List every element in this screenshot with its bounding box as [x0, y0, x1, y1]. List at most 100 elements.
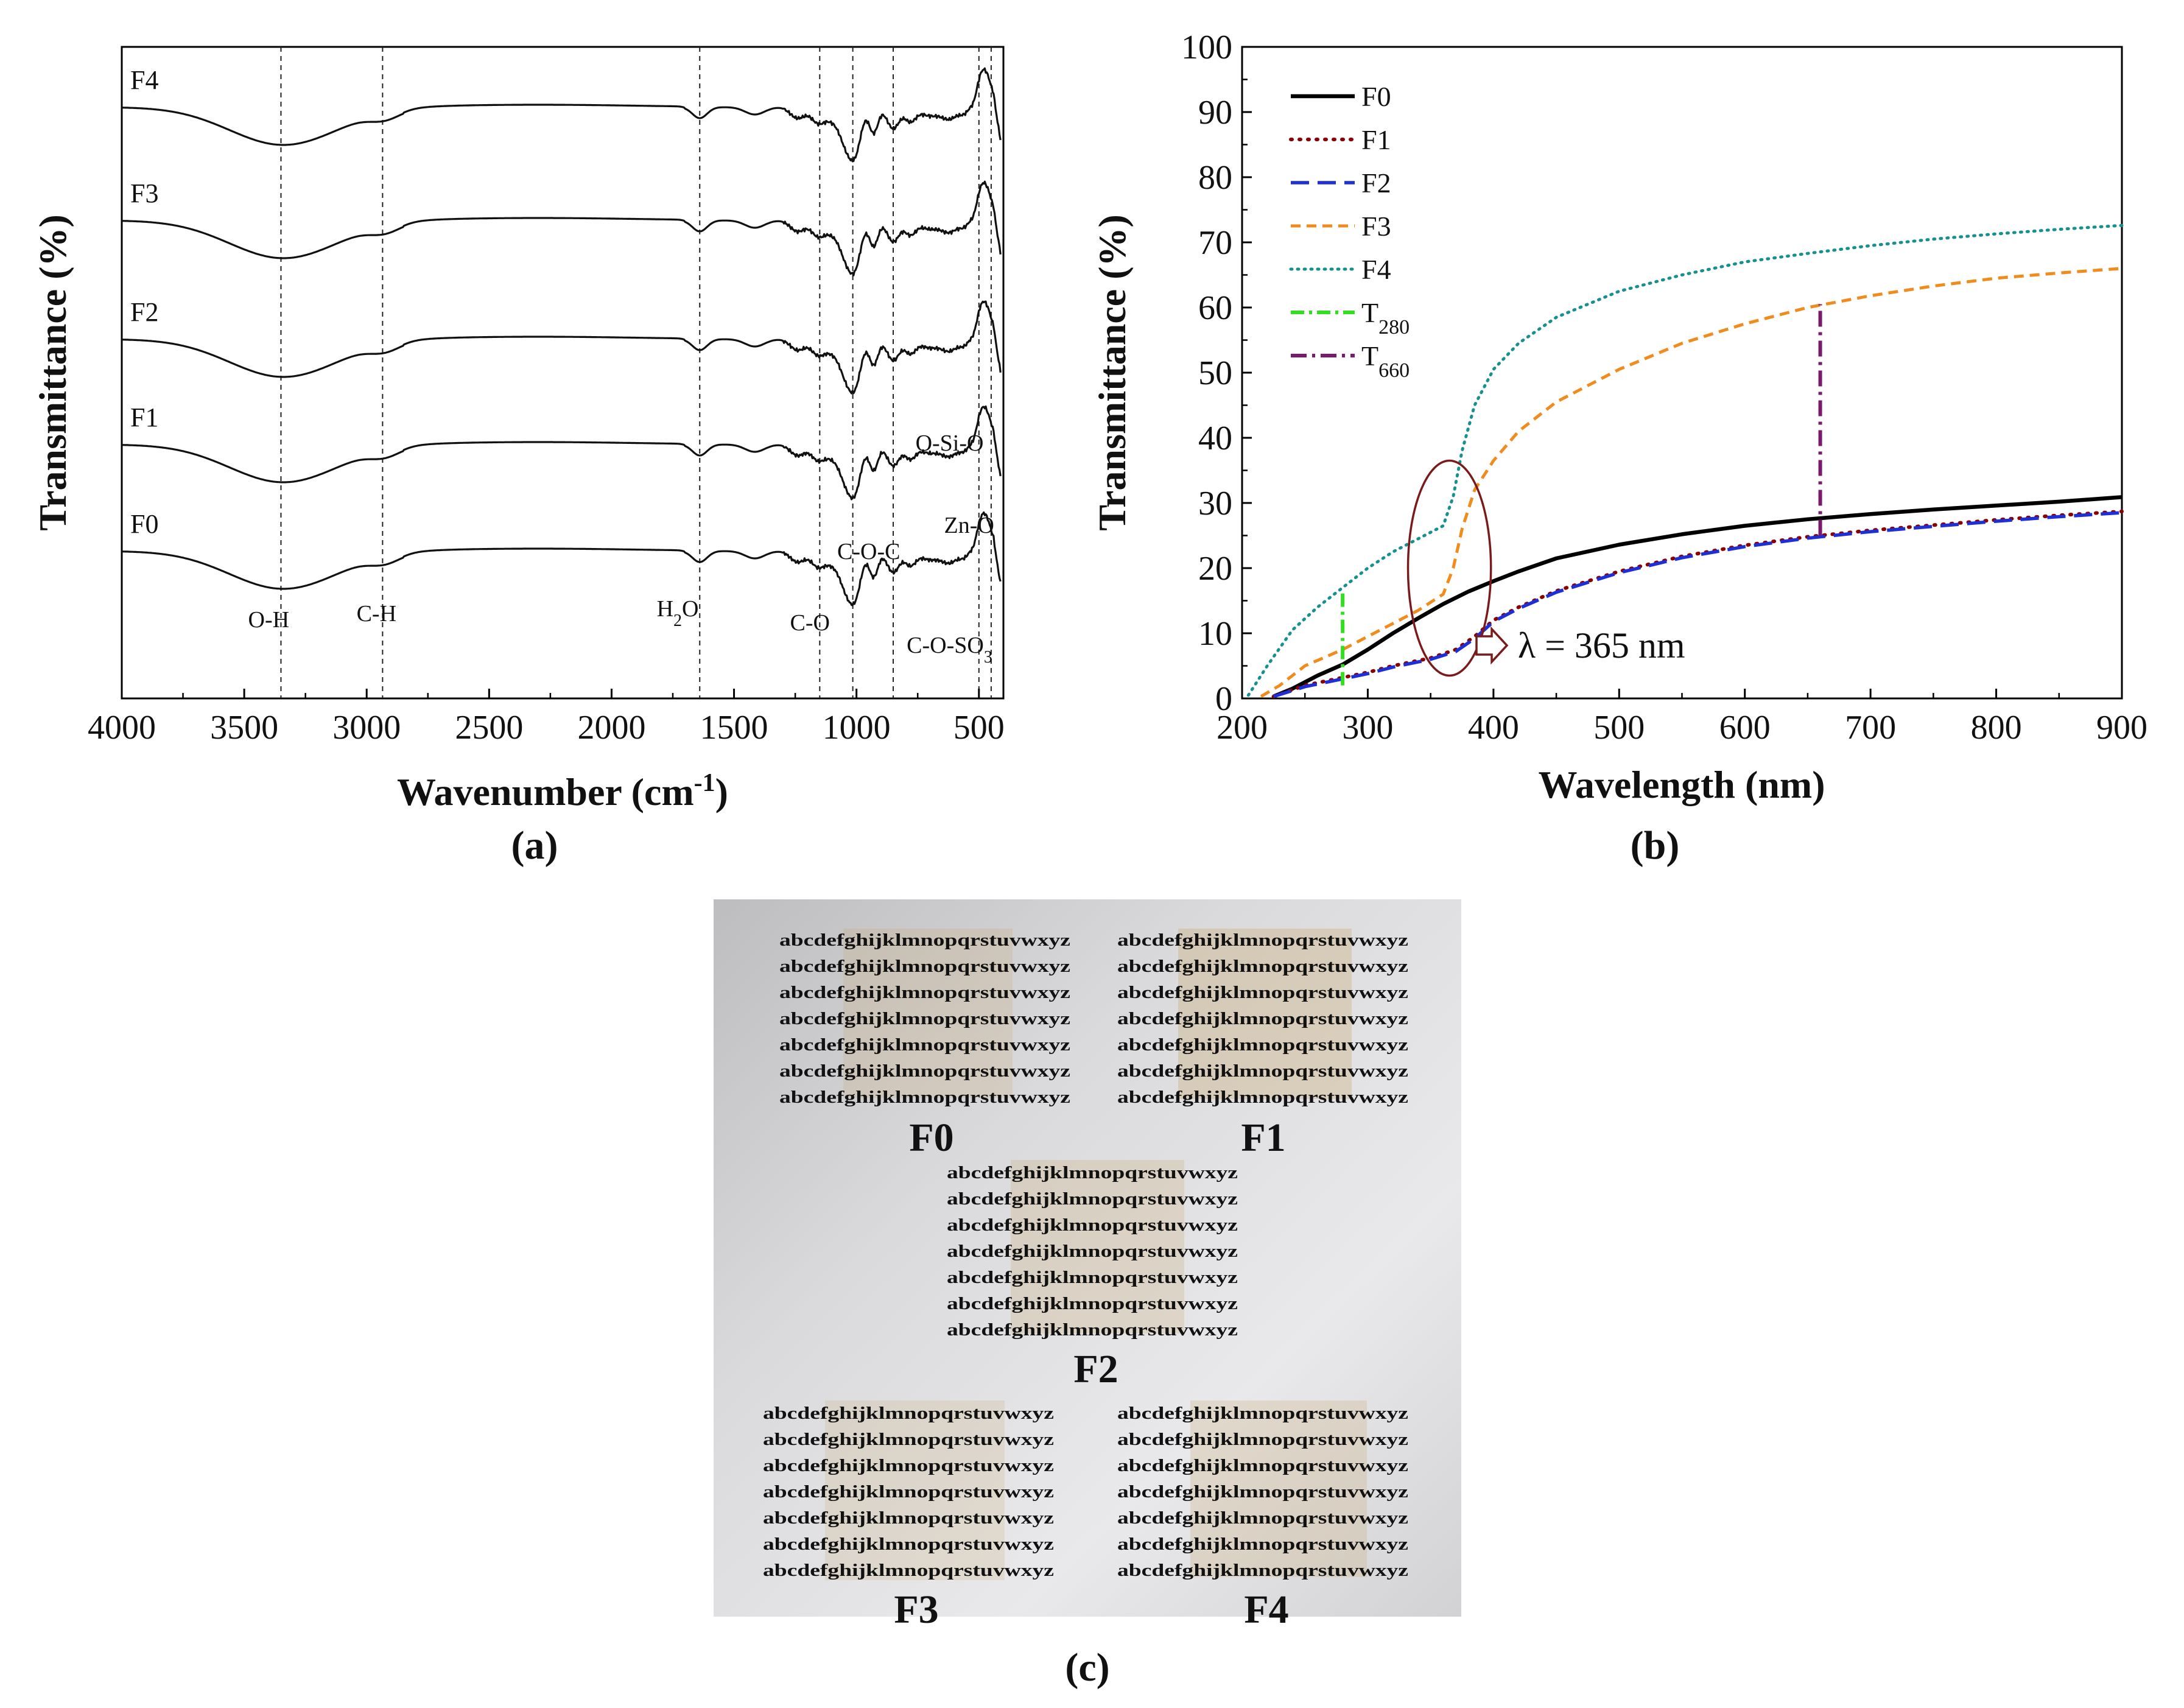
printed-text-line: abcdefghijklmnopqrstuvwxyz — [1117, 1456, 1408, 1475]
printed-text-line: abcdefghijklmnopqrstuvwxyz — [779, 957, 1070, 976]
uvvis-y-tick-label: 60 — [1198, 289, 1232, 327]
legend-label: F2 — [1361, 167, 1391, 199]
ftir-series-f3 — [122, 180, 1002, 276]
ftir-x-axis-title-end: ) — [715, 770, 728, 814]
ftir-x-axis-title-sup: -1 — [694, 769, 715, 797]
printed-text-line: abcdefghijklmnopqrstuvwxyz — [1117, 1430, 1408, 1449]
printed-text-line: abcdefghijklmnopqrstuvwxyz — [779, 1088, 1070, 1107]
printed-text-line: abcdefghijklmnopqrstuvwxyz — [1117, 930, 1408, 950]
ftir-x-tick-label: 500 — [953, 709, 1005, 747]
printed-text-line: abcdefghijklmnopqrstuvwxyz — [1117, 1482, 1408, 1502]
uvvis-x-tick-label: 300 — [1342, 709, 1393, 747]
ftir-x-axis-title: Wavenumber (cm-1) — [397, 769, 728, 814]
uvvis-y-tick-label: 100 — [1181, 29, 1232, 66]
panel-label-a: (a) — [511, 823, 558, 868]
legend-label: F1 — [1361, 124, 1391, 155]
printed-text-line: abcdefghijklmnopqrstuvwxyz — [1117, 1404, 1408, 1423]
ftir-series-label: F3 — [130, 178, 158, 208]
printed-text-line: abcdefghijklmnopqrstuvwxyz — [1117, 1035, 1408, 1055]
ftir-peak-label: O-Si-O — [916, 431, 984, 456]
printed-text-line: abcdefghijklmnopqrstuvwxyz — [947, 1268, 1238, 1287]
printed-text-line: abcdefghijklmnopqrstuvwxyz — [947, 1215, 1238, 1235]
film-patch — [825, 1400, 1005, 1580]
ftir-peak-label: Zn-O — [944, 513, 994, 538]
printed-text-line: abcdefghijklmnopqrstuvwxyz — [763, 1430, 1054, 1449]
photo-background — [714, 899, 1461, 1617]
ftir-x-tick-label: 3500 — [210, 709, 278, 747]
arrow-icon — [1475, 626, 1509, 665]
printed-text-line: abcdefghijklmnopqrstuvwxyz — [763, 1482, 1054, 1502]
uvvis-y-tick-label: 80 — [1198, 159, 1232, 197]
printed-text-line: abcdefghijklmnopqrstuvwxyz — [779, 1009, 1070, 1028]
ftir-peak-label: C-O-C — [837, 539, 900, 564]
ftir-x-tick-label: 2500 — [455, 709, 523, 747]
legend-label-sub: 280 — [1378, 316, 1410, 339]
printed-text-line: abcdefghijklmnopqrstuvwxyz — [1117, 1534, 1408, 1554]
highlight-ellipse — [1406, 459, 1492, 677]
legend-label-main: T — [1361, 297, 1378, 328]
legend-label-main: F4 — [1361, 254, 1391, 285]
printed-text-line: abcdefghijklmnopqrstuvwxyz — [779, 1061, 1070, 1081]
uvvis-y-axis-title: Transmittance (%) — [1090, 214, 1134, 531]
ftir-plot-frame — [121, 46, 1005, 700]
legend-label-sub: 660 — [1378, 359, 1410, 382]
printed-text-line: abcdefghijklmnopqrstuvwxyz — [1117, 1561, 1408, 1580]
ftir-peak-label-sub: 3 — [984, 648, 992, 667]
ftir-peak-label-main: C-H — [357, 601, 396, 627]
ftir-peak-label-main: C-O-SO — [907, 633, 984, 658]
film-patch — [1178, 929, 1352, 1099]
ftir-peak-label-main: C-O — [790, 610, 830, 636]
uvvis-y-tick-label: 30 — [1198, 485, 1232, 522]
legend-label: T660 — [1361, 340, 1410, 382]
ftir-peak-label-main: Zn-O — [944, 513, 994, 538]
uvvis-y-tick-label: 10 — [1198, 615, 1232, 653]
film-patch — [1011, 1160, 1184, 1334]
printed-text-line: abcdefghijklmnopqrstuvwxyz — [779, 983, 1070, 1002]
ftir-peak-label: O-H — [248, 607, 290, 633]
printed-text-line: abcdefghijklmnopqrstuvwxyz — [947, 1242, 1238, 1261]
printed-text-line: abcdefghijklmnopqrstuvwxyz — [763, 1534, 1054, 1554]
film-patch — [843, 929, 1013, 1098]
printed-text-line: abcdefghijklmnopqrstuvwxyz — [1117, 1088, 1408, 1107]
printed-text-line: abcdefghijklmnopqrstuvwxyz — [779, 1035, 1070, 1055]
ftir-peak-label-end: O — [682, 596, 698, 622]
film-sample-f3: abcdefghijklmnopqrstuvwxyz abcdefghijklmn… — [763, 1400, 1054, 1632]
ftir-series-label: F0 — [130, 509, 158, 539]
legend-label-main: F2 — [1361, 167, 1391, 199]
legend-label: T280 — [1361, 297, 1410, 339]
film-sample-f2: abcdefghijklmnopqrstuvwxyz abcdefghijklmn… — [947, 1160, 1238, 1391]
ftir-peak-label-main: H — [657, 596, 673, 622]
uvvis-y-tick-label: 20 — [1198, 550, 1232, 588]
uvvis-series-f2 — [1273, 511, 2123, 698]
legend-label-main: F1 — [1361, 124, 1391, 155]
printed-text-line: abcdefghijklmnopqrstuvwxyz — [779, 930, 1070, 950]
film-sample-f4: abcdefghijklmnopqrstuvwxyz abcdefghijklmn… — [1117, 1400, 1408, 1632]
legend-label-main: T — [1361, 340, 1378, 371]
ftir-peak-label-main: O-Si-O — [916, 431, 984, 456]
ftir-y-axis-title: Transmittance (%) — [31, 214, 74, 531]
uvvis-x-tick-label: 600 — [1719, 709, 1771, 747]
uvvis-y-tick-label: 70 — [1198, 224, 1232, 262]
uvvis-y-tick-label: 50 — [1198, 354, 1232, 392]
uvvis-x-axis-title: Wavelength (nm) — [1538, 763, 1825, 806]
film-sample-label: F4 — [1244, 1587, 1288, 1632]
ftir-peak-label: C-O-SO3 — [907, 633, 992, 667]
uvvis-x-tick-label: 800 — [1971, 709, 2022, 747]
panel-label-b: (b) — [1631, 823, 1680, 868]
uvvis-x-tick-label: 900 — [2096, 709, 2147, 747]
lambda-annotation: λ = 365 nm — [1518, 625, 1685, 666]
ftir-series-label: F1 — [130, 402, 158, 432]
ftir-x-tick-label: 3000 — [332, 709, 401, 747]
uvvis-y-tick-label: 0 — [1215, 680, 1232, 718]
uvvis-series-f3 — [1260, 267, 2123, 698]
ftir-peak-label-main: O-H — [248, 607, 290, 633]
ftir-peak-label: H2O — [657, 596, 699, 630]
uvvis-series-f1 — [1271, 509, 2124, 698]
film-sample-label: F2 — [1073, 1347, 1118, 1391]
printed-text-line: abcdefghijklmnopqrstuvwxyz — [763, 1456, 1054, 1475]
uvvis-series-f4 — [1246, 223, 2124, 697]
ftir-peak-label-main: C-O-C — [837, 539, 900, 564]
ftir-chart: F4 F3 F2 F1 F0 O-H C-H H2O C-O C-O-C O-Si-O Zn-O C-… — [31, 46, 1005, 868]
uvvis-x-tick-label: 400 — [1468, 709, 1519, 747]
printed-text-line: abcdefghijklmnopqrstuvwxyz — [1117, 957, 1408, 976]
